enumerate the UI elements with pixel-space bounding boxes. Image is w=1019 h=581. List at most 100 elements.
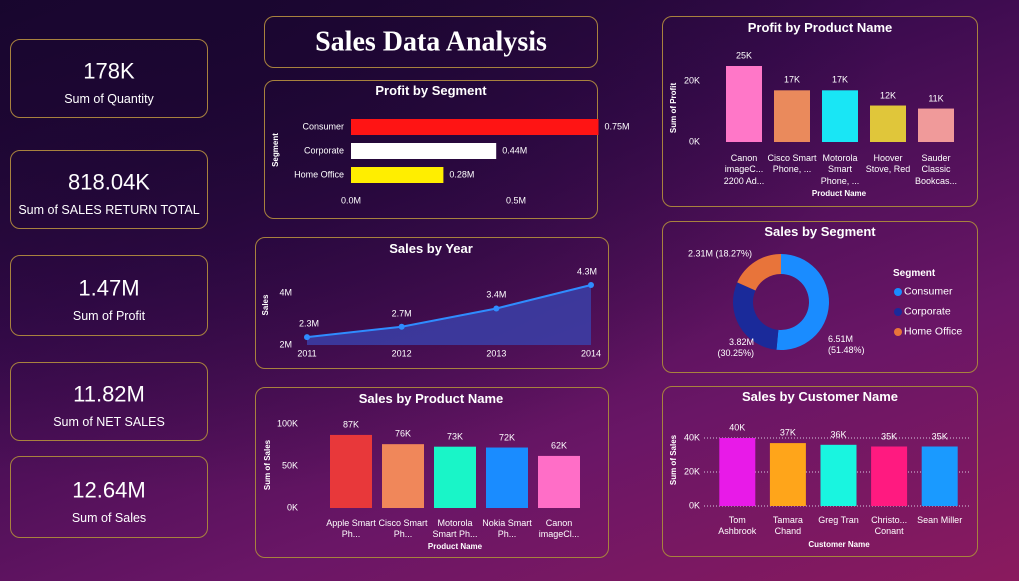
y-tick-label: 2M [279, 339, 292, 350]
value-label: 40K [729, 422, 746, 433]
value-label: 17K [783, 74, 801, 85]
legend-label: Home Office [904, 325, 963, 338]
kpi-label: Sum of SALES RETURN TOTAL [18, 203, 200, 218]
y-axis-label: Sum of Sales [669, 434, 678, 486]
x-tick-label: 0.5M [505, 195, 527, 206]
y-tick-label: 20K [683, 75, 700, 86]
chart-panel [255, 237, 609, 369]
value-label: 11K [928, 92, 944, 103]
chart-panel [662, 221, 978, 373]
y-tick-label: 50K [281, 460, 298, 471]
value-label: 17K [831, 74, 849, 85]
value-label: 0.44M [502, 145, 528, 156]
x-tick-label: Tom Ashbrook [718, 515, 757, 537]
legend-title: Segment [893, 267, 936, 279]
x-tick-label: Sauder Classic Bookcas... [914, 153, 958, 186]
y-tick-label: 0K [688, 500, 700, 511]
kpi-label: Sum of NET SALES [53, 415, 165, 430]
y-tick-label: 4M [279, 287, 292, 298]
y-axis-label: Segment [271, 133, 280, 167]
x-axis-label: Customer Name [808, 540, 870, 549]
value-label: 36K [830, 429, 847, 440]
legend-label: Corporate [904, 305, 951, 318]
chart-panel [662, 16, 978, 207]
x-axis-label: Product Name [811, 189, 867, 198]
chart-title: Profit by Product Name [747, 19, 893, 35]
x-tick-label: Motorola Smart Phone, ... [820, 153, 860, 186]
kpi-card [10, 362, 208, 441]
chart-title: Profit by Segment [375, 82, 487, 98]
chart-panel [255, 387, 609, 558]
value-label: 4.3M [576, 266, 598, 277]
chart-title: Sales by Product Name [358, 390, 504, 406]
value-label: 62K [550, 440, 568, 451]
x-tick-label: 2011 [297, 348, 317, 359]
value-label: 12K [879, 89, 897, 100]
value-label: 2.7M [391, 308, 412, 319]
x-tick-label: Christo... Conant [871, 515, 908, 537]
x-tick-label: Cisco Smart Phone, ... [767, 153, 817, 175]
value-label: 3.4M [486, 289, 507, 300]
x-tick-label: 0.0M [340, 195, 362, 206]
x-tick-label: Canon imageC... 2200 Ad... [723, 153, 765, 186]
value-label: 35K [931, 430, 948, 441]
x-tick-label: Apple Smart Ph... [326, 518, 376, 540]
value-label: 6.51M (51.48%) [828, 333, 865, 355]
y-tick-label: 40K [683, 432, 700, 443]
y-tick-label: 0K [286, 502, 298, 513]
y-tick-label: 20K [683, 466, 700, 477]
x-tick-label: 2012 [391, 348, 412, 359]
value-label: 3.82M (30.25%) [717, 336, 754, 358]
y-tick-label: Consumer [302, 121, 344, 132]
kpi-value: 11.82M [73, 381, 145, 407]
value-label: 72K [498, 431, 516, 442]
x-tick-label: Nokia Smart Ph... [482, 518, 532, 540]
kpi-value: 12.64M [72, 477, 146, 503]
chart-title: Sales by Customer Name [741, 388, 899, 404]
x-axis-label: Product Name [427, 542, 483, 551]
kpi-value: 1.47M [78, 275, 140, 301]
kpi-card [10, 456, 208, 538]
x-tick-label: Hoover Stove, Red [865, 153, 911, 175]
dashboard-title: Sales Data Analysis [315, 26, 547, 58]
kpi-value: 178K [83, 58, 135, 84]
kpi-card [10, 150, 208, 229]
value-label: 25K [735, 50, 753, 61]
value-label: 73K [446, 431, 464, 442]
chart-panel [264, 80, 598, 219]
kpi-label: Sum of Quantity [64, 92, 154, 107]
kpi-label: Sum of Profit [72, 309, 146, 324]
value-label: 0.75M [604, 121, 630, 132]
x-tick-label: Greg Tran [818, 515, 859, 525]
kpi-label: Sum of Sales [71, 511, 147, 526]
title-panel [264, 16, 598, 68]
x-tick-label: 2013 [486, 348, 507, 359]
x-tick-label: Sean Miller [917, 515, 963, 525]
y-axis-label: Sum of Sales [263, 439, 272, 491]
kpi-card [10, 255, 208, 336]
y-tick-label: 0K [688, 136, 700, 147]
y-tick-label: Corporate [303, 145, 344, 156]
value-label: 35K [881, 430, 898, 441]
value-label: 2.3M [298, 318, 320, 329]
value-label: 2.31M (18.27%) [688, 248, 753, 259]
x-tick-label: 2014 [580, 348, 602, 359]
chart-panel [662, 386, 978, 557]
x-tick-label: Canon imageCl... [538, 518, 580, 540]
value-label: 87K [342, 419, 360, 430]
kpi-value: 818.04K [68, 169, 150, 195]
value-label: 37K [779, 427, 796, 438]
y-axis-label: Sales [261, 294, 270, 316]
value-label: 76K [394, 428, 412, 439]
legend-label: Consumer [904, 285, 953, 298]
x-tick-label: Cisco Smart Ph... [378, 518, 428, 540]
value-label: 0.28M [449, 169, 475, 180]
y-tick-label: 100K [276, 418, 298, 429]
kpi-card [10, 39, 208, 118]
y-tick-label: Home Office [294, 169, 344, 180]
chart-title: Sales by Year [389, 240, 473, 256]
chart-title: Sales by Segment [764, 223, 876, 239]
x-tick-label: Motorola Smart Ph... [432, 518, 478, 540]
x-tick-label: Tamara Chand [772, 515, 803, 537]
